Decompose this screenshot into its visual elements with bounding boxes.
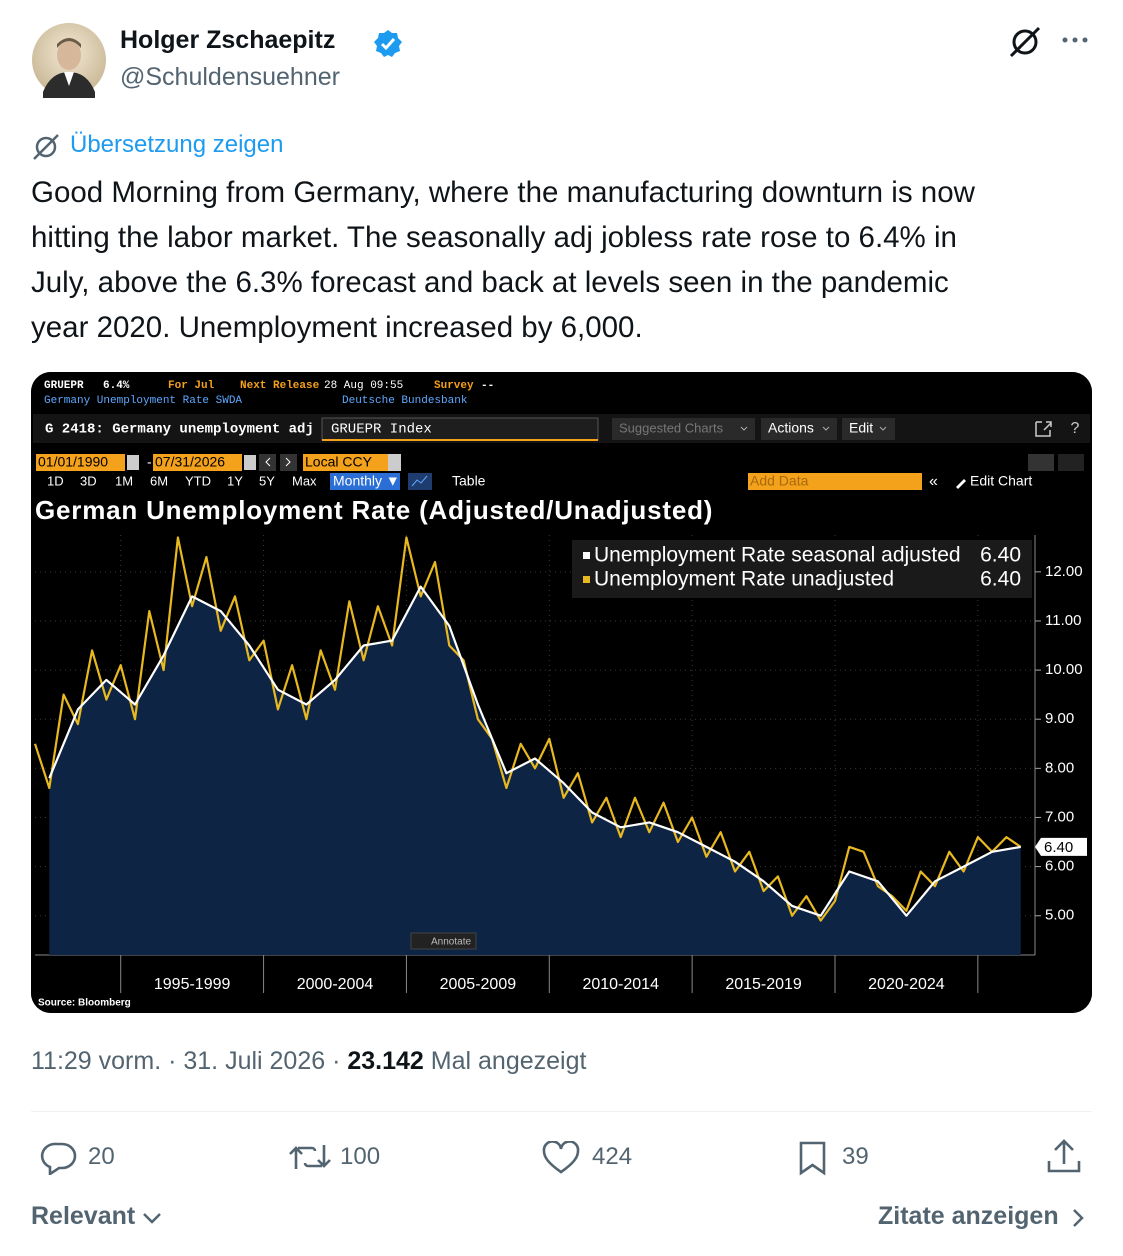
survey: -- — [481, 380, 494, 392]
currency[interactable]: Local CCY — [305, 454, 373, 470]
survey-label: Survey — [434, 380, 474, 392]
like-count: 424 — [592, 1143, 633, 1170]
period: For Jul — [168, 380, 215, 392]
edit-menu[interactable]: Edit — [849, 420, 873, 436]
grok-icon[interactable] — [1008, 26, 1042, 58]
text-line: Good Morning from Germany, where the man… — [31, 176, 975, 209]
legend-value: 6.40 — [980, 568, 1021, 591]
series-line — [48, 585, 1021, 917]
y-tick-label: 5.00 — [1045, 907, 1074, 924]
text-line: July, above the 6.3% forecast and back a… — [31, 266, 949, 299]
suggested-charts[interactable]: Suggested Charts — [619, 420, 724, 435]
add-data[interactable]: Add Data — [750, 473, 809, 489]
more-icon[interactable] — [1060, 32, 1092, 48]
text-line: hitting the labor market. The seasonally… — [31, 221, 957, 254]
ticker: GRUEPR — [44, 380, 84, 392]
legend-label: Unemployment Rate seasonal adjusted — [594, 544, 961, 567]
start-date[interactable]: 01/01/1990 — [38, 454, 108, 470]
x-period-label: 2000-2004 — [297, 976, 374, 993]
legend-swatch — [583, 576, 590, 583]
text-line: year 2020. Unemployment increased by 6,0… — [31, 311, 643, 344]
last-value-tag — [1035, 837, 1087, 856]
description: Germany Unemployment Rate SWDA — [44, 395, 242, 407]
x-period-label: 1995-1999 — [154, 976, 231, 993]
chart-title: German Unemployment Rate (Adjusted/Unadj… — [35, 495, 713, 525]
chevron-right — [1073, 1209, 1084, 1227]
security[interactable]: GRUEPR Index — [331, 422, 432, 438]
frequency[interactable]: Monthly ▼ — [333, 473, 400, 489]
svg-text:«: « — [929, 473, 938, 490]
legend-swatch — [583, 552, 590, 559]
range-button[interactable]: 1D — [47, 473, 64, 488]
quotes-link[interactable]: Zitate anzeigen — [878, 1202, 1059, 1231]
views: 23.142 — [347, 1047, 424, 1075]
bookmark-icon[interactable] — [798, 1140, 828, 1176]
reply-count: 20 — [88, 1143, 115, 1170]
verified-badge — [374, 30, 402, 57]
legend-value: 6.40 — [980, 544, 1021, 567]
reply-icon[interactable] — [40, 1141, 78, 1175]
next-release-label: Next Release — [240, 380, 320, 392]
avatar[interactable] — [31, 22, 107, 98]
last: 6.4% — [103, 380, 130, 392]
x-period-label: 2005-2009 — [440, 976, 517, 993]
y-tick-label: 6.00 — [1045, 858, 1074, 875]
svg-text:?: ? — [1071, 420, 1080, 437]
range-button[interactable]: Max — [292, 473, 317, 488]
end-date[interactable]: 07/31/2026 — [155, 454, 225, 470]
svg-text:-: - — [147, 454, 152, 470]
x-period-label: 2010-2014 — [582, 976, 659, 993]
quotes-label: Zitate anzeigen — [878, 1202, 1059, 1230]
range-button[interactable]: 1M — [115, 473, 133, 488]
function: G 2418: Germany unemployment adj — [45, 422, 314, 438]
actions-menu[interactable]: Actions — [768, 420, 814, 436]
chart-image[interactable]: GRUEPR 6.4% For Jul Next Release 28 Aug … — [31, 372, 1092, 1013]
x-period-label: 2020-2024 — [868, 976, 945, 993]
timestamp[interactable]: 11:29 vorm. · 31. Juli 2026 · — [31, 1047, 341, 1075]
series-line — [33, 536, 1022, 922]
repost-icon[interactable] — [288, 1141, 332, 1173]
repost-count: 100 — [340, 1143, 381, 1170]
area — [49, 586, 1021, 955]
y-tick-label: 11.00 — [1045, 612, 1081, 629]
source: Source: Bloomberg — [38, 998, 131, 1009]
next-release: 28 Aug 09:55 — [324, 380, 403, 392]
sort-menu[interactable]: Relevant — [31, 1202, 135, 1231]
author-name[interactable]: Holger Zschaepitz — [120, 26, 336, 54]
range-button[interactable]: 6M — [150, 473, 168, 488]
x-period-label: 2015-2019 — [725, 976, 802, 993]
annotate-label[interactable]: Annotate — [431, 937, 471, 948]
y-tick-label: 10.00 — [1045, 661, 1083, 678]
legend-box — [572, 540, 1032, 598]
legend-label: Unemployment Rate unadjusted — [594, 568, 894, 591]
y-tick-label: 9.00 — [1045, 710, 1074, 727]
sort-label: Relevant — [31, 1202, 136, 1230]
bloomberg-chart: GRUEPR 6.4% For Jul Next Release 28 Aug … — [31, 372, 1092, 1013]
last-value-label: 6.40 — [1044, 839, 1073, 856]
y-tick-label: 12.00 — [1045, 563, 1083, 580]
range-button[interactable]: 5Y — [259, 473, 275, 488]
range-button[interactable]: 1Y — [227, 473, 243, 488]
source-org: Deutsche Bundesbank — [342, 395, 468, 407]
bookmark-count: 39 — [842, 1143, 869, 1170]
table-button[interactable]: Table — [452, 473, 486, 489]
share-icon[interactable] — [1046, 1139, 1082, 1175]
range-button[interactable]: 3D — [80, 473, 97, 488]
edit-chart[interactable]: Edit Chart — [970, 473, 1032, 489]
translate-link[interactable]: Übersetzung zeigen — [70, 131, 284, 158]
chevron-down — [143, 1213, 161, 1224]
tweet-text: Good Morning from Germany, where the man… — [31, 170, 975, 350]
annotate-button — [410, 932, 477, 950]
like-icon[interactable] — [542, 1141, 580, 1175]
author-handle[interactable]: @Schuldensuehner — [120, 63, 340, 91]
translate-icon — [33, 134, 59, 160]
tweet-meta: 11:29 vorm. · 31. Juli 2026 · 23.142 Mal… — [31, 1047, 586, 1076]
y-tick-label: 8.00 — [1045, 759, 1074, 776]
y-tick-label: 7.00 — [1045, 808, 1074, 825]
divider — [31, 1111, 1092, 1112]
views-label: Mal angezeigt — [430, 1047, 587, 1075]
range-button[interactable]: YTD — [185, 473, 211, 488]
